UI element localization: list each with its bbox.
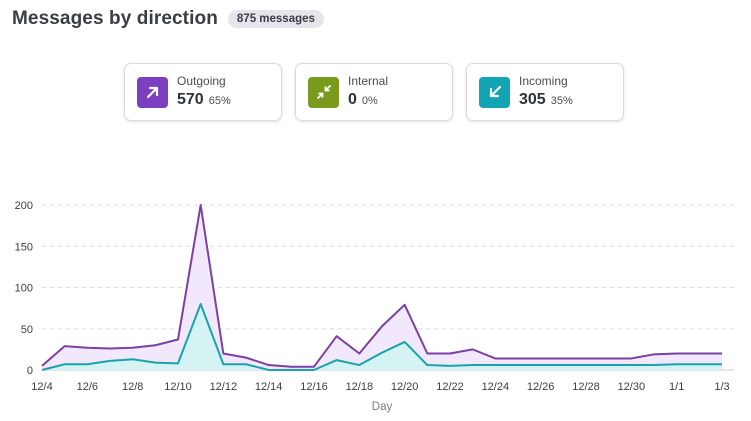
x-tick-label: 1/1 — [669, 381, 684, 393]
incoming-icon-tile — [479, 76, 510, 108]
x-tick-label: 12/18 — [346, 381, 374, 393]
area-outgoing — [42, 205, 722, 370]
message-count-badge: 875 messages — [227, 10, 324, 28]
series-lines — [41, 204, 722, 371]
y-tick-label: 50 — [21, 324, 33, 336]
internal-percent: 0% — [361, 94, 378, 107]
internal-label: Internal — [348, 73, 389, 88]
arrows-inward-icon — [316, 85, 331, 99]
outgoing-count: 570 — [177, 90, 204, 108]
incoming-count: 305 — [519, 90, 546, 108]
outgoing-label: Outgoing — [177, 73, 226, 88]
y-tick-label: 200 — [15, 200, 33, 212]
x-tick-label: 1/3 — [714, 381, 729, 393]
incoming-label: Incoming — [519, 73, 568, 88]
internal-count: 0 — [348, 90, 357, 108]
internal-icon-tile — [308, 76, 339, 108]
x-axis-title: Day — [372, 401, 393, 413]
area-incoming — [42, 304, 722, 370]
incoming-card: Incoming 305 35% — [466, 63, 624, 121]
line-incoming — [41, 303, 722, 371]
arrow-down-left-icon — [489, 85, 501, 98]
y-tick-label: 0 — [27, 365, 33, 377]
y-tick-label: 150 — [15, 241, 33, 253]
internal-card: Internal 0 0% — [295, 63, 453, 121]
y-axis-ticks: 0 50 100 150 200 — [15, 200, 33, 377]
x-tick-label: 12/4 — [31, 381, 52, 393]
x-tick-label: 12/6 — [77, 381, 98, 393]
x-tick-label: 12/22 — [436, 381, 464, 393]
x-tick-label: 12/24 — [482, 381, 510, 393]
x-tick-label: 12/10 — [164, 381, 192, 393]
x-tick-label: 12/14 — [255, 381, 283, 393]
header: Messages by direction 875 messages — [12, 8, 324, 30]
x-axis-ticks: 12/4 12/6 12/8 12/10 12/12 12/14 12/16 12/18 12/… — [31, 381, 729, 393]
x-tick-label: 12/28 — [572, 381, 600, 393]
x-tick-label: 12/20 — [391, 381, 419, 393]
series-areas — [42, 205, 722, 370]
arrow-up-right-icon — [146, 86, 158, 99]
x-tick-label: 12/8 — [122, 381, 143, 393]
direction-summary-cards: Outgoing 570 65% Internal 0 0% — [124, 63, 624, 121]
x-tick-label: 12/26 — [527, 381, 555, 393]
outgoing-icon-tile — [137, 76, 168, 108]
incoming-percent: 35% — [550, 94, 573, 107]
x-tick-label: 12/16 — [300, 381, 328, 393]
outgoing-percent: 65% — [208, 94, 231, 107]
page-title: Messages by direction — [12, 8, 218, 29]
x-tick-label: 12/12 — [210, 381, 238, 393]
x-tick-label: 12/30 — [618, 381, 646, 393]
outgoing-card: Outgoing 570 65% — [124, 63, 282, 121]
y-tick-label: 100 — [15, 283, 33, 295]
line-outgoing — [41, 204, 722, 368]
